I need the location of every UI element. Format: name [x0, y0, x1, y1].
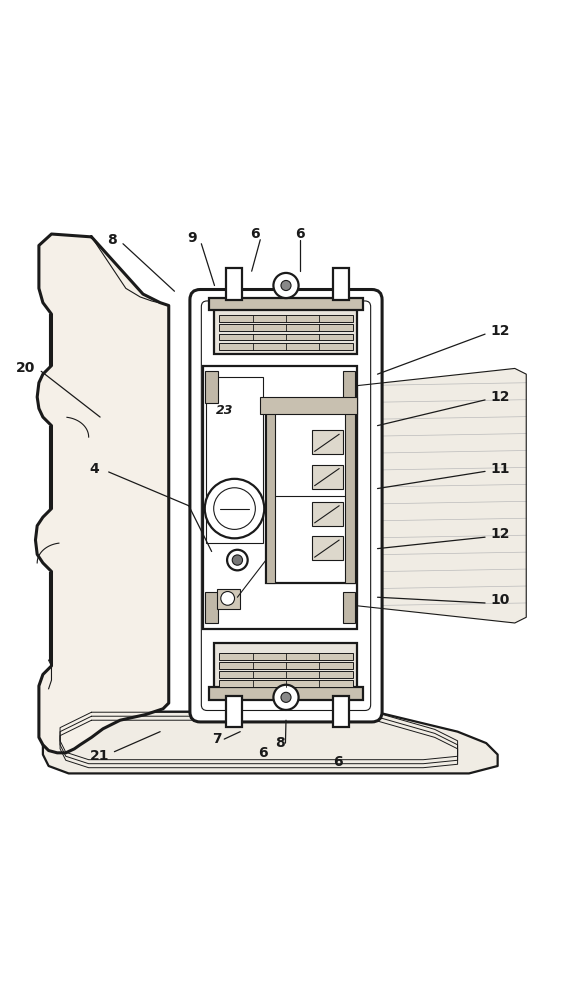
Bar — [203, 366, 358, 629]
Circle shape — [221, 592, 235, 605]
Bar — [219, 324, 353, 331]
Circle shape — [227, 550, 248, 570]
Bar — [266, 408, 275, 583]
Bar — [226, 268, 242, 300]
Bar — [219, 662, 353, 669]
Circle shape — [281, 280, 291, 291]
Bar — [312, 502, 343, 526]
Bar — [209, 298, 363, 310]
Bar — [266, 408, 355, 583]
Text: 9: 9 — [187, 231, 196, 245]
Text: 7: 7 — [213, 732, 222, 746]
Text: 20: 20 — [16, 361, 35, 375]
Bar — [333, 696, 349, 727]
Bar — [333, 268, 349, 300]
Text: 10: 10 — [491, 593, 510, 607]
Bar — [345, 408, 355, 583]
Bar — [219, 343, 353, 350]
Circle shape — [232, 555, 243, 565]
Text: 4: 4 — [89, 462, 100, 476]
Bar — [343, 371, 355, 403]
Circle shape — [273, 685, 299, 710]
Text: 21: 21 — [90, 749, 110, 763]
Bar — [205, 592, 218, 623]
Bar — [343, 592, 355, 623]
Text: 12: 12 — [491, 527, 510, 541]
Circle shape — [281, 692, 291, 702]
Bar — [219, 315, 353, 322]
Text: 6: 6 — [333, 755, 342, 769]
Bar — [219, 653, 353, 660]
Circle shape — [205, 479, 264, 538]
Polygon shape — [43, 712, 498, 773]
Bar — [206, 377, 263, 543]
Text: 12: 12 — [491, 390, 510, 404]
Text: 6: 6 — [296, 227, 305, 241]
FancyBboxPatch shape — [190, 290, 382, 722]
Text: 8: 8 — [275, 736, 285, 750]
Bar — [214, 306, 358, 354]
Text: 6: 6 — [250, 227, 259, 241]
Bar — [214, 643, 358, 692]
Polygon shape — [35, 234, 169, 753]
Bar — [219, 334, 353, 340]
Text: 23: 23 — [216, 404, 233, 417]
Bar — [219, 671, 353, 678]
Text: 11: 11 — [491, 462, 510, 476]
Bar — [312, 430, 343, 454]
Text: 12: 12 — [491, 324, 510, 338]
Text: 8: 8 — [106, 233, 117, 247]
Bar — [217, 589, 240, 609]
Polygon shape — [358, 368, 526, 623]
Text: 6: 6 — [259, 746, 268, 760]
Bar — [226, 696, 242, 727]
Bar — [205, 371, 218, 403]
Bar — [312, 465, 343, 489]
Circle shape — [273, 273, 299, 298]
Bar — [260, 397, 358, 414]
Bar — [209, 687, 363, 700]
Bar — [219, 680, 353, 687]
Bar — [312, 536, 343, 560]
